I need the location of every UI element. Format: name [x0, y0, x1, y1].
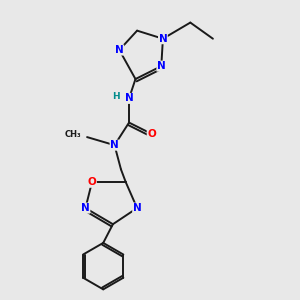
Text: CH₃: CH₃	[65, 130, 81, 139]
Text: O: O	[88, 177, 96, 187]
Text: O: O	[147, 129, 156, 139]
Text: N: N	[125, 93, 134, 103]
Text: N: N	[81, 203, 90, 213]
Text: N: N	[157, 61, 166, 71]
Text: N: N	[110, 140, 119, 150]
Text: N: N	[133, 203, 142, 213]
Text: N: N	[115, 45, 124, 55]
Text: N: N	[158, 34, 167, 44]
Text: H: H	[112, 92, 119, 101]
